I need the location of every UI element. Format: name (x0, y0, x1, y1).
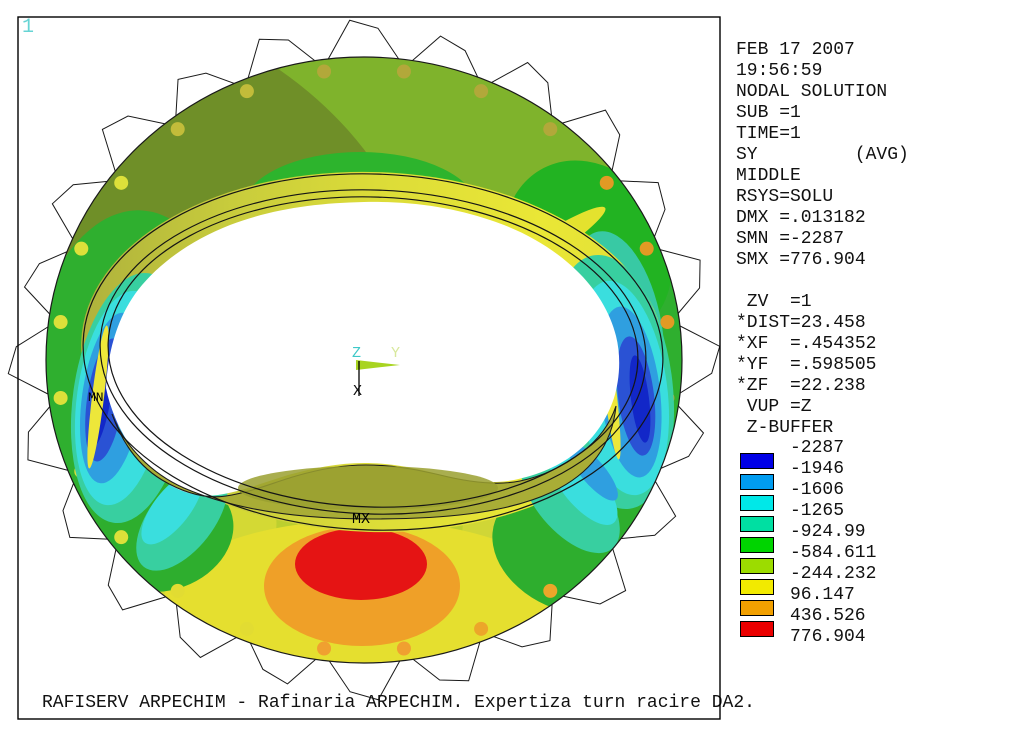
triad-y-label: Y (391, 345, 400, 362)
support-contact-dot (396, 64, 411, 79)
legend-swatch (740, 537, 774, 553)
legend-swatch (740, 516, 774, 532)
support-contact-dot (53, 315, 68, 330)
legend-label: -2287 (790, 438, 845, 458)
support-tooth-outline (107, 539, 176, 611)
legend-label: 436.526 (790, 606, 866, 626)
caption: RAFISERV ARPECHIM - Rafinaria ARPECHIM. … (42, 693, 755, 713)
legend-swatch (740, 474, 774, 490)
support-tooth-outline (552, 109, 621, 181)
legend-label: -1606 (790, 480, 845, 500)
support-contact-dot (396, 641, 411, 656)
support-contact-dot (317, 64, 332, 79)
support-contact-dot (660, 315, 675, 330)
support-tooth-outline (671, 321, 721, 399)
coordinate-triad: Z Y X (352, 345, 400, 400)
legend-swatch (740, 558, 774, 574)
legend-swatch (740, 621, 774, 637)
legend-swatch (740, 600, 774, 616)
max-stress-red-zone (295, 528, 427, 600)
support-tooth-outline (404, 35, 484, 88)
support-tooth-outline (609, 179, 666, 248)
legend-label: -1946 (790, 459, 845, 479)
support-tooth-outline (244, 632, 324, 685)
support-contact-dot (474, 621, 489, 636)
legend-swatch (740, 579, 774, 595)
support-contact-dot (474, 84, 489, 99)
shell-rim-outline (45, 56, 683, 664)
support-tooth-outline (174, 72, 246, 126)
support-contact-dot (599, 175, 614, 190)
support-contact-dot (239, 621, 254, 636)
support-contact-dot (114, 530, 129, 545)
support-contact-dot (639, 241, 654, 256)
support-contact-dot (543, 583, 558, 598)
support-tooth-outline (482, 594, 554, 648)
support-tooth-outline (27, 398, 78, 474)
legend-label: -1265 (790, 501, 845, 521)
support-tooth-outline (323, 19, 405, 68)
support-contact-dot (170, 122, 185, 137)
triad-y-arrow (356, 360, 400, 370)
legend-swatch (740, 453, 774, 469)
min-label: MN (88, 390, 104, 405)
support-tooth-outline (101, 115, 176, 181)
support-tooth-outline (650, 246, 701, 322)
support-contact-dot (53, 390, 68, 405)
support-tooth-outline (650, 398, 705, 474)
legend-label: -244.232 (790, 564, 877, 584)
max-label: MX (352, 511, 370, 528)
support-contact-dot (317, 641, 332, 656)
support-tooth-outline (7, 321, 57, 399)
support-tooth-outline (404, 632, 484, 682)
support-tooth-outline (482, 61, 554, 127)
legend-swatch (740, 495, 774, 511)
support-contact-dot (543, 122, 558, 137)
support-tooth-outline (244, 38, 324, 88)
support-tooth-outline (23, 246, 78, 322)
plot-border (17, 16, 721, 720)
support-tooth-outline (62, 472, 119, 541)
support-contact-dot (74, 241, 89, 256)
support-tooth-outline (323, 652, 405, 701)
ring-beam-outlines (82, 173, 664, 531)
support-contact-dot (114, 175, 129, 190)
legend-label: 96.147 (790, 585, 855, 605)
triad-x-label: X (353, 383, 362, 400)
undeformed-edge-teeth (7, 19, 721, 701)
inner-opening (106, 201, 620, 496)
legend-label: 776.904 (790, 627, 866, 647)
plot-number: 1 (22, 16, 35, 39)
support-tooth-outline (174, 593, 246, 659)
support-contact-dot (239, 84, 254, 99)
triad-z-label: Z (352, 345, 361, 362)
support-tooth-outline (609, 472, 677, 541)
legend-label: -584.611 (790, 543, 877, 563)
support-contact-dot (170, 583, 185, 598)
solution-info-panel: FEB 17 2007 19:56:59 NODAL SOLUTION SUB … (736, 40, 909, 438)
support-tooth-outline (552, 539, 627, 605)
legend-label: -924.99 (790, 522, 866, 542)
contour-legend: -2287 -1946 -1606 -1265 -924.99 -584.611 -244.… (740, 438, 1000, 647)
support-tooth-outline (51, 179, 119, 248)
